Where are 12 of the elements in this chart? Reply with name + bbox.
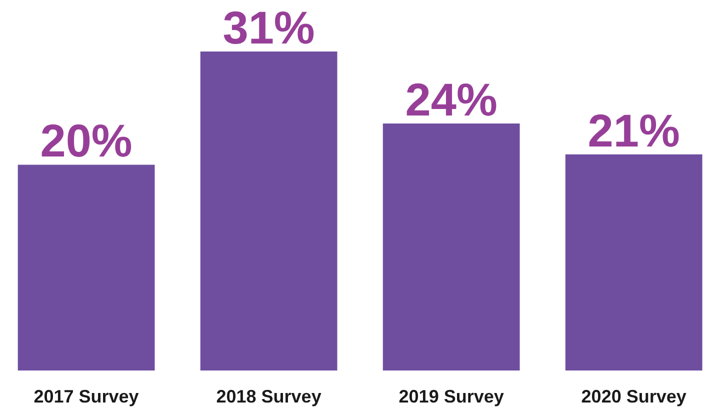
x-tick-label: 2019 Survey (398, 386, 504, 406)
x-tick-label: 2018 Survey (216, 386, 322, 406)
data-label: 20% (40, 114, 132, 167)
x-tick-label: 2017 Survey (34, 386, 139, 406)
data-label: 24% (405, 74, 498, 126)
bar (382, 124, 520, 370)
data-label: 31% (222, 2, 315, 54)
bar (200, 52, 338, 370)
bar (565, 154, 702, 370)
data-label: 21% (588, 104, 680, 156)
bar (18, 164, 155, 370)
x-tick-label: 2020 Survey (581, 386, 686, 406)
